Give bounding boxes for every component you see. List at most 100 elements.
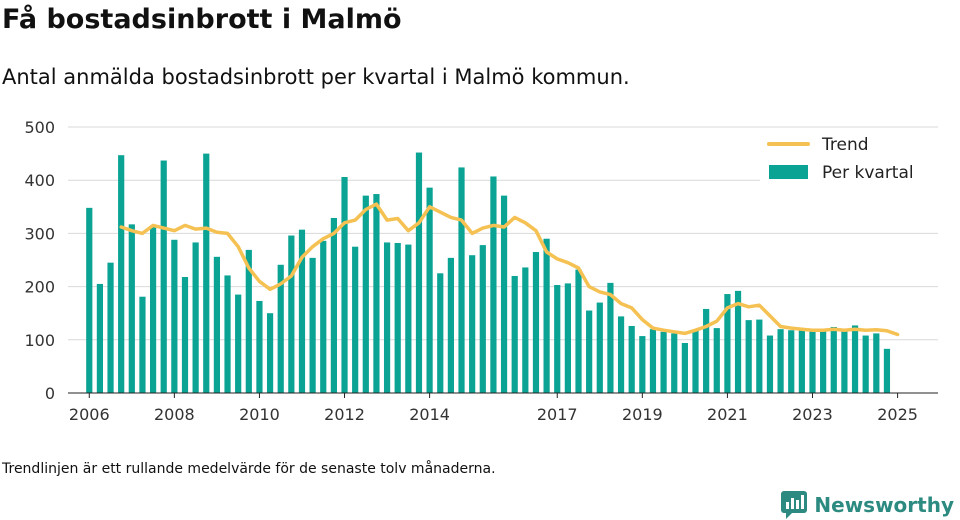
bar xyxy=(235,294,242,393)
bar xyxy=(873,333,880,393)
x-tick-label: 2012 xyxy=(324,405,365,424)
bar xyxy=(692,330,699,393)
y-tick-label: 200 xyxy=(24,278,55,297)
bar xyxy=(86,207,93,393)
bar xyxy=(713,328,720,393)
burglary-chart: 0 100 200 300 400 500 2006 2008 2010 2012 2014 201… xyxy=(24,118,942,424)
bar xyxy=(851,325,859,393)
y-tick-label: 0 xyxy=(45,384,55,403)
bar xyxy=(788,330,795,393)
bar xyxy=(586,310,593,393)
y-tick-label: 400 xyxy=(24,171,55,190)
bar xyxy=(373,194,380,393)
bar xyxy=(256,300,263,393)
bar xyxy=(809,329,816,393)
bar xyxy=(469,255,476,393)
bar xyxy=(96,283,104,393)
bar xyxy=(617,316,625,393)
y-tick-labels: 0 100 200 300 400 500 xyxy=(24,118,55,403)
bar xyxy=(320,240,327,393)
newsworthy-logo-icon xyxy=(781,491,808,519)
x-tick-label: 2019 xyxy=(622,405,663,424)
bar xyxy=(181,277,189,393)
bar xyxy=(192,242,199,393)
bar xyxy=(883,348,891,393)
bar xyxy=(862,335,869,393)
bar xyxy=(511,275,518,393)
bar xyxy=(171,239,178,393)
y-tick-label: 300 xyxy=(24,224,55,243)
bar xyxy=(426,187,433,393)
bar xyxy=(213,256,220,393)
chart-subtitle: Antal anmälda bostadsinbrott per kvartal… xyxy=(2,65,630,89)
bar xyxy=(479,245,486,393)
bar xyxy=(352,246,359,393)
bar xyxy=(309,257,316,393)
y-tick-label: 500 xyxy=(24,118,55,137)
x-tick-label: 2014 xyxy=(409,405,450,424)
bar xyxy=(362,195,369,393)
legend-trend-label: Trend xyxy=(821,135,869,155)
x-tick-label: 2008 xyxy=(154,405,195,424)
bar xyxy=(820,330,827,393)
bar xyxy=(277,264,284,393)
bar xyxy=(681,342,688,393)
bar xyxy=(596,302,603,393)
bar xyxy=(575,269,582,393)
brand-logo: Newsworthy xyxy=(780,490,954,520)
bar xyxy=(766,335,774,393)
bar xyxy=(777,329,784,393)
bar xyxy=(798,328,805,393)
x-tick-label: 2010 xyxy=(239,405,280,424)
legend-bars-swatch xyxy=(769,165,808,179)
bar xyxy=(139,296,146,393)
legend-bars-label: Per kvartal xyxy=(822,163,914,183)
quarterly-bars xyxy=(86,152,891,393)
brand-name: Newsworthy xyxy=(814,493,954,517)
bar xyxy=(330,217,337,393)
bar xyxy=(394,242,401,393)
bar xyxy=(447,257,454,393)
bar xyxy=(288,235,295,393)
bar xyxy=(841,330,848,393)
bar xyxy=(830,327,837,393)
bar xyxy=(149,226,157,393)
bar xyxy=(490,176,497,393)
bar xyxy=(554,285,561,393)
bar xyxy=(405,244,412,393)
x-tick-label: 2025 xyxy=(877,405,918,424)
bar xyxy=(671,333,678,393)
bar xyxy=(383,242,391,393)
bar xyxy=(745,320,752,393)
bar xyxy=(266,313,274,393)
bar xyxy=(734,290,742,393)
bar xyxy=(649,329,657,393)
bar xyxy=(543,238,550,393)
chart-title: Få bostadsinbrott i Malmö xyxy=(2,4,402,35)
bar xyxy=(756,319,763,393)
bar xyxy=(128,224,135,393)
trend-line xyxy=(119,202,900,337)
bar xyxy=(160,160,167,393)
bar xyxy=(500,195,508,393)
bar xyxy=(203,153,210,393)
bar xyxy=(458,167,465,393)
bar xyxy=(107,262,114,393)
bar xyxy=(724,294,731,393)
y-tick-label: 100 xyxy=(24,331,55,350)
bar xyxy=(341,177,348,393)
legend: Trend Per kvartal xyxy=(760,128,942,188)
footnote: Trendlinjen är ett rullande medelvärde f… xyxy=(2,461,496,477)
bar xyxy=(564,283,571,393)
x-tick-label: 2017 xyxy=(537,405,578,424)
x-axis: 2006 2008 2010 2012 2014 2017 2019 2021 2023 2025 xyxy=(68,392,938,424)
bar xyxy=(298,229,306,393)
bar xyxy=(245,249,252,393)
bar xyxy=(437,273,444,393)
x-tick-label: 2021 xyxy=(707,405,748,424)
bar xyxy=(660,331,667,393)
bar xyxy=(118,155,125,393)
bar xyxy=(703,308,710,393)
bar xyxy=(532,252,540,393)
trend-line-group xyxy=(119,202,900,337)
